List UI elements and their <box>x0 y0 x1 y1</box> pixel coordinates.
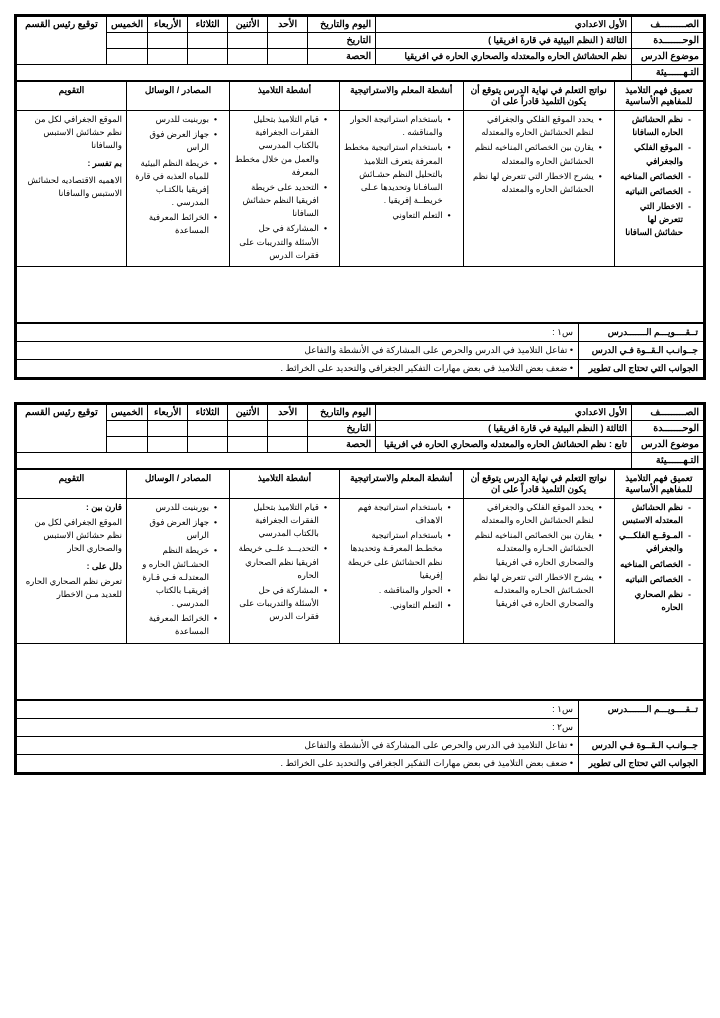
lesson-plan-2: الصـــــــــف الأول الاعدادي اليوم والتا… <box>14 402 706 775</box>
resources-cell: بوربنيت للدرس جهاز العرض فوق الراس خريطة… <box>126 111 229 267</box>
student-cell: قيام التلاميذ بتحليل الفقرات الجغرافية ب… <box>230 111 340 267</box>
lesson-plan-1: الصـــــــــف الأول الاعدادي اليوم والتا… <box>14 14 706 380</box>
footer-table: تــقــــويـــم الـــــــدرس س١ : جــوانـ… <box>16 323 704 378</box>
day-label: اليوم والتاريخ <box>308 17 376 33</box>
main-table: تعميق فهم التلاميذ للمفاهيم الأساسية نوا… <box>16 81 704 323</box>
grade-label: الصـــــــــف <box>632 17 704 33</box>
teacher-cell: باستخدام استراتيجة الحوار والمناقشه . با… <box>339 111 463 267</box>
sign-label: توقيع رئيس القسم <box>17 17 107 65</box>
header-table: الصـــــــــف الأول الاعدادي اليوم والتا… <box>16 404 704 469</box>
header-table: الصـــــــــف الأول الاعدادي اليوم والتا… <box>16 16 704 81</box>
main-table: تعميق فهم التلاميذ للمفاهيم الأساسية نوا… <box>16 469 704 700</box>
outcomes-cell: يحدد الموقع الفلكي والجغرافي لنظم الحشائ… <box>463 111 614 267</box>
grade-value: الأول الاعدادي <box>376 17 632 33</box>
assessment-cell: الموقع الجغرافي لكل من نظم حشائش الاستبس… <box>17 111 127 267</box>
concepts-cell: نظم الحشائش الحاره السافانا الموقع الفلك… <box>614 111 703 267</box>
footer-table: تــقــــويـــم الـــــــدرس س١ : س٢ : جـ… <box>16 700 704 773</box>
